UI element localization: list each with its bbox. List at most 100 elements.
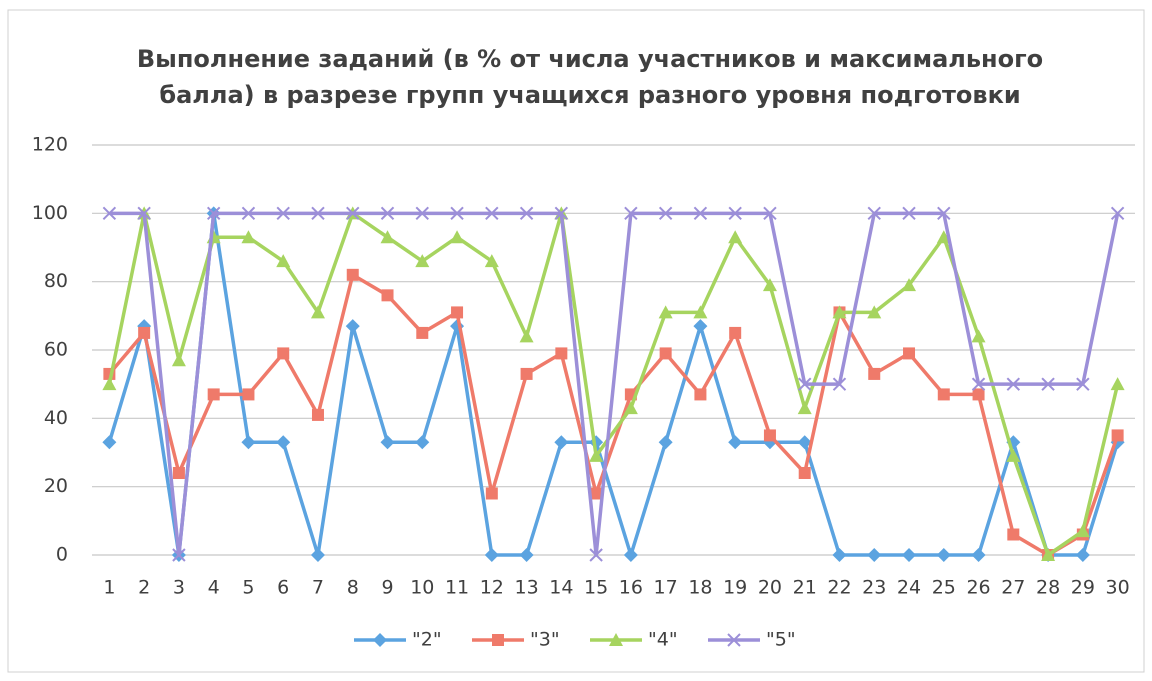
chart-title: Выполнение заданий (в % от числа участни… [137,45,1043,73]
x-tick-label: 27 [1001,577,1025,599]
x-tick-label: 21 [793,577,817,599]
x-tick-label: 6 [277,577,289,599]
x-tick-label: 12 [480,577,504,599]
marker [832,305,847,319]
marker [832,377,847,391]
marker [867,548,882,562]
marker [172,467,185,479]
marker [380,206,395,221]
marker [484,548,499,562]
x-tick-label: 4 [208,577,220,599]
marker [902,548,917,562]
marker [623,548,638,562]
marker [937,388,950,401]
marker [1075,548,1090,562]
marker [380,230,395,244]
marker [728,206,742,221]
marker [241,230,256,244]
marker [311,408,324,421]
legend-label: "2" [412,629,442,651]
marker [902,206,916,221]
marker [415,206,429,221]
marker [484,254,499,268]
y-tick-label: 0 [56,544,68,566]
marker [416,326,429,339]
marker [658,305,673,319]
legend-label: "3" [530,629,560,651]
marker [728,230,743,244]
marker [1041,548,1056,561]
marker [763,206,777,221]
x-tick-label: 11 [445,577,469,599]
x-tick-label: 16 [619,577,643,599]
chart-title: балла) в разрезе групп учащихся разного … [159,81,1020,109]
marker [102,206,117,221]
marker [1075,524,1090,538]
marker [867,206,881,221]
marker [485,206,499,221]
marker [1006,377,1021,391]
x-tick-label: 25 [932,577,956,599]
marker [972,388,985,401]
x-tick-label: 7 [312,577,324,599]
marker [276,254,291,268]
marker [658,206,673,221]
marker [310,305,325,319]
marker [171,353,186,367]
x-tick-label: 29 [1071,577,1095,599]
marker [658,435,673,450]
marker [172,548,186,562]
marker [450,206,464,221]
marker [867,305,882,319]
marker [727,633,741,647]
marker [310,548,325,562]
series-line [109,211,1120,557]
marker [971,377,986,391]
x-tick-label: 17 [654,577,678,599]
marker [903,347,916,360]
x-tick-label: 28 [1036,577,1060,599]
marker [609,633,623,646]
x-tick-label: 18 [688,577,712,599]
marker [276,206,290,221]
legend-label: "5" [766,629,796,651]
marker [415,254,430,268]
marker [555,347,568,360]
marker [519,206,534,221]
x-tick-label: 14 [549,577,573,599]
marker [1041,377,1055,391]
x-tick-label: 23 [862,577,886,599]
marker [971,329,986,343]
marker [729,326,742,339]
marker [762,278,777,292]
y-tick-label: 60 [44,339,68,361]
x-tick-label: 22 [827,577,851,599]
marker [346,206,360,221]
x-tick-label: 5 [242,577,254,599]
y-tick-label: 120 [32,134,68,156]
y-tick-label: 40 [44,407,68,429]
marker [694,388,707,401]
series-line [107,211,1120,557]
marker [868,367,881,380]
marker [797,401,812,415]
marker [492,634,504,646]
marker [623,401,638,415]
x-tick-label: 13 [514,577,538,599]
x-tick-label: 24 [897,577,921,599]
marker [277,347,290,360]
marker [206,206,221,221]
marker [728,435,743,450]
x-tick-label: 10 [410,577,434,599]
x-tick-label: 19 [723,577,747,599]
marker [971,548,986,562]
marker [832,548,847,562]
marker [1111,429,1124,442]
marker [311,206,325,221]
marker [1007,528,1020,541]
marker [693,206,708,221]
marker [241,435,256,450]
x-tick-label: 30 [1106,577,1130,599]
marker [902,278,917,292]
